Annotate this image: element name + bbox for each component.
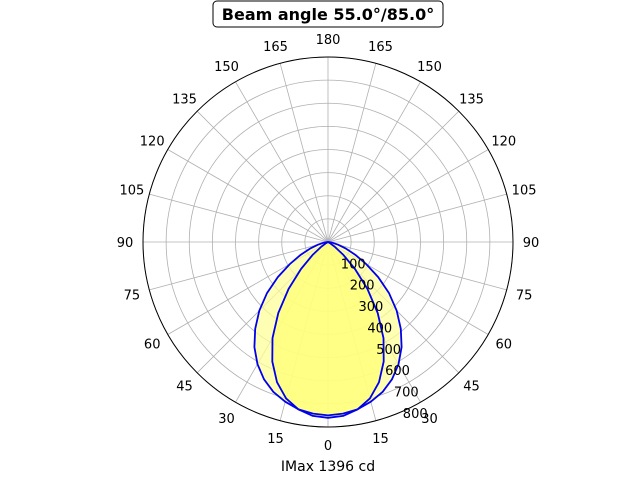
polar-outer-ring	[142, 56, 514, 428]
angle-tick-165-right: 165	[368, 40, 393, 55]
angle-tick-15-left: 15	[267, 432, 284, 447]
chart-title-text: Beam angle 55.0°/85.0°	[222, 5, 434, 24]
angle-tick-0: 0	[324, 439, 332, 454]
chart-title: Beam angle 55.0°/85.0°	[212, 0, 444, 28]
angle-tick-90-right: 90	[523, 236, 540, 251]
radial-tick-200: 200	[350, 279, 375, 294]
angle-tick-30-right: 30	[421, 412, 438, 427]
radial-tick-labels: 100 200 300 400 500 600 700 800	[341, 257, 428, 422]
angle-tick-120-right: 120	[491, 135, 516, 150]
angle-tick-135-right: 135	[459, 93, 484, 108]
radial-tick-800: 800	[403, 407, 428, 422]
angle-tick-150-left: 150	[214, 60, 239, 75]
radial-tick-700: 700	[394, 386, 419, 401]
radial-tick-100: 100	[341, 257, 366, 272]
curve-narrow	[271, 241, 385, 419]
x-axis-label: IMax 1396 cd	[281, 459, 375, 475]
angle-tick-15-right: 15	[372, 432, 389, 447]
angle-tick-45-left: 45	[176, 380, 193, 395]
angle-tick-45-right: 45	[463, 380, 480, 395]
radial-tick-400: 400	[367, 322, 392, 337]
angle-tick-60-right: 60	[496, 338, 513, 353]
angle-tick-90-left: 90	[117, 236, 134, 251]
radial-tick-600: 600	[385, 364, 410, 379]
angle-tick-165-left: 165	[263, 40, 288, 55]
radial-tick-300: 300	[359, 300, 384, 315]
angle-tick-75-right: 75	[516, 289, 533, 304]
curve-wide	[253, 241, 403, 417]
fill-narrow	[272, 242, 384, 418]
angle-tick-150-right: 150	[417, 60, 442, 75]
angle-tick-75-left: 75	[124, 289, 141, 304]
angle-tick-135-left: 135	[172, 93, 197, 108]
intensity-curves	[253, 241, 403, 419]
angle-tick-105-left: 105	[119, 184, 144, 199]
angle-tick-60-left: 60	[144, 338, 161, 353]
radial-tick-500: 500	[376, 343, 401, 358]
angle-tick-30-left: 30	[218, 412, 235, 427]
angle-tick-120-left: 120	[140, 135, 165, 150]
angle-tick-180: 180	[316, 33, 341, 48]
angle-tick-105-right: 105	[512, 184, 537, 199]
